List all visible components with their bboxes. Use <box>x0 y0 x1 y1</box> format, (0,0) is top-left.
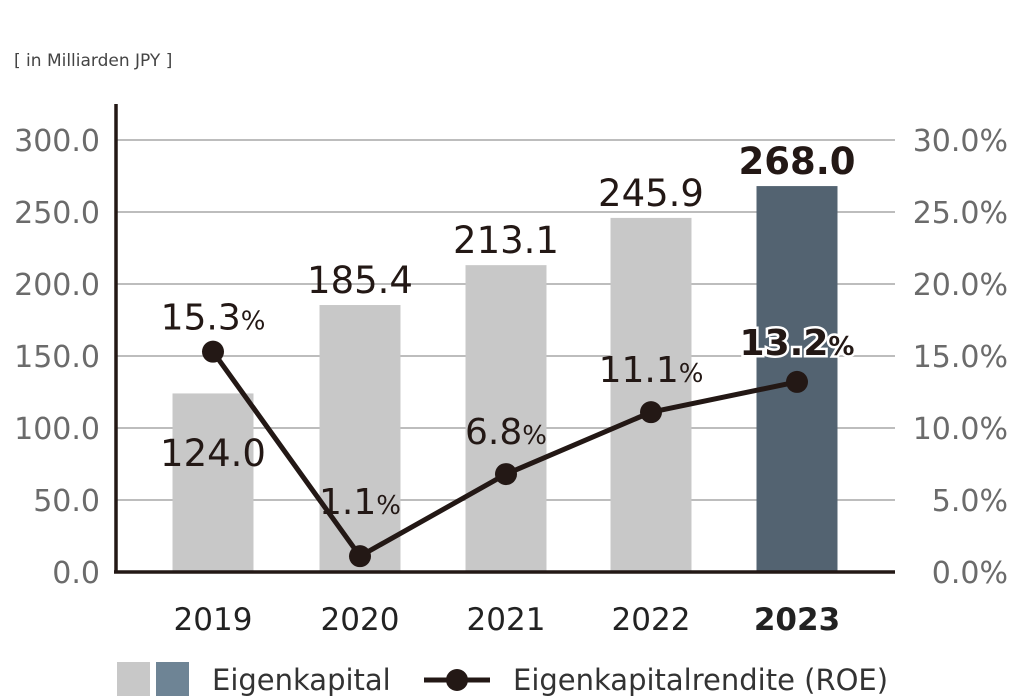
bar-2021 <box>465 265 547 572</box>
right-tick-label: 30.0% <box>913 124 1008 159</box>
bar-value-label: 268.0 <box>738 140 855 183</box>
bar-2020 <box>319 305 401 572</box>
roe-point-2023 <box>786 370 808 393</box>
right-tick-label: 20.0% <box>913 268 1008 303</box>
bar-value-labels: 124.0 185.4 213.1 245.9 268.0 <box>160 140 855 475</box>
category-label: 2021 <box>467 602 546 638</box>
unit-label: [ in Milliarden JPY ] <box>14 51 172 71</box>
roe-line <box>202 340 808 568</box>
category-label: 2020 <box>321 602 400 638</box>
bar-2019 <box>172 393 254 572</box>
legend-swatch-light <box>117 662 150 696</box>
left-tick-label: 200.0 <box>14 268 100 303</box>
legend-marker <box>446 669 468 691</box>
bar-value-label: 185.4 <box>307 259 413 302</box>
left-tick-label: 100.0 <box>14 412 100 447</box>
left-tick-label: 150.0 <box>14 340 100 375</box>
roe-point-2020 <box>349 545 371 568</box>
roe-point-2021 <box>495 463 517 486</box>
roe-point-2019 <box>202 340 224 363</box>
roe-value-label: 11.1% <box>599 350 704 391</box>
right-tick-label: 25.0% <box>913 196 1008 231</box>
legend-label-bars: Eigenkapital <box>212 663 391 697</box>
category-label: 2022 <box>612 602 691 638</box>
category-labels: 2019 2020 2021 2022 2023 <box>174 602 841 638</box>
legend-label-line: Eigenkapitalrendite (ROE) <box>513 663 888 697</box>
category-label: 2023 <box>754 602 840 638</box>
roe-value-label: 13.2% <box>740 323 855 364</box>
roe-value-label: 6.8% <box>465 412 547 453</box>
right-tick-label: 0.0% <box>932 556 1008 591</box>
right-tick-label: 10.0% <box>913 412 1008 447</box>
axes <box>114 104 895 574</box>
left-tick-label: 0.0 <box>52 556 100 591</box>
bar-2022 <box>610 217 692 573</box>
legend: Eigenkapital Eigenkapitalrendite (ROE) <box>117 662 888 697</box>
bar-value-label: 124.0 <box>160 432 266 475</box>
right-tick-label: 5.0% <box>932 484 1008 519</box>
right-axis-ticks: 0.0% 5.0% 10.0% 15.0% 20.0% 25.0% 30.0% <box>913 124 1008 591</box>
legend-swatch-dark <box>156 662 189 696</box>
roe-value-label: 15.3% <box>161 298 266 339</box>
left-axis-ticks: 0.0 50.0 100.0 150.0 200.0 250.0 300.0 <box>14 124 100 591</box>
left-tick-label: 300.0 <box>14 124 100 159</box>
roe-value-labels: 15.3% 1.1% 6.8% 11.1% 13.2% <box>161 298 857 523</box>
bar-value-label: 213.1 <box>453 219 559 262</box>
roe-point-2022 <box>640 401 662 424</box>
bar-value-label: 245.9 <box>598 172 704 215</box>
left-tick-label: 250.0 <box>14 196 100 231</box>
right-tick-label: 15.0% <box>913 340 1008 375</box>
roe-value-label: 1.1% <box>319 482 401 523</box>
bars <box>172 186 838 573</box>
category-label: 2019 <box>174 602 253 638</box>
left-tick-label: 50.0 <box>33 484 100 519</box>
